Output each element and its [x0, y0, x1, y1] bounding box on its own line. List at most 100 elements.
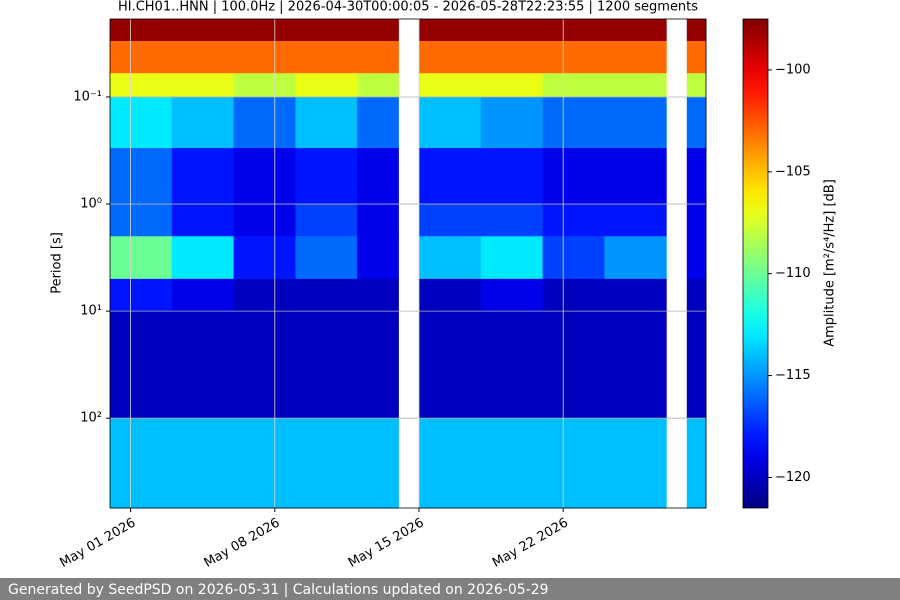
heat-cell: [418, 40, 482, 74]
footer-bar: [0, 578, 900, 600]
colorbar-tick-label: −110: [775, 266, 811, 281]
heat-cell: [171, 418, 235, 509]
heat-cell: [171, 204, 235, 237]
chart-title: HI.CH01..HNN | 100.0Hz | 2026-04-30T00:0…: [118, 0, 698, 15]
heat-cell: [171, 236, 235, 280]
heat-cell: [295, 96, 358, 149]
colorbar: [742, 18, 769, 509]
heat-cell: [542, 236, 605, 280]
heat-cell: [604, 311, 667, 419]
heat-cell: [233, 19, 296, 42]
heat-cell: [542, 148, 605, 205]
heat-cell: [604, 40, 667, 74]
heat-cell: [542, 96, 605, 149]
heat-cell: [357, 204, 399, 237]
heat-cell: [295, 236, 358, 280]
heat-cell: [233, 204, 296, 237]
heat-cell: [357, 236, 399, 280]
heat-cell: [357, 96, 399, 149]
heat-cell: [110, 311, 173, 419]
heat-cell: [110, 236, 173, 280]
heat-cell: [686, 278, 707, 312]
heat-cell: [686, 96, 707, 149]
heat-cell: [110, 96, 173, 149]
heat-cell: [295, 204, 358, 237]
heat-cell: [418, 278, 482, 312]
heat-cell: [171, 96, 235, 149]
heat-cell: [110, 148, 173, 205]
y-tick-label: 10⁰: [80, 197, 102, 212]
heat-cell: [357, 418, 399, 509]
heat-cell: [418, 236, 482, 280]
heat-cell: [357, 311, 399, 419]
heat-cell: [295, 40, 358, 74]
heat-cell: [686, 311, 707, 419]
footer-text: Generated by SeedPSD on 2026-05-31 | Cal…: [8, 582, 549, 598]
heat-cell: [542, 204, 605, 237]
heat-cell: [110, 40, 173, 74]
heat-cell: [686, 204, 707, 237]
heat-cell: [110, 19, 173, 42]
heat-cell: [604, 73, 667, 98]
heat-cell: [686, 73, 707, 98]
heat-cell: [171, 40, 235, 74]
heat-cell: [233, 236, 296, 280]
heat-cell: [295, 73, 358, 98]
heat-cell: [418, 148, 482, 205]
heat-cell: [604, 236, 667, 280]
y-tick-label: 10⁻¹: [73, 89, 102, 104]
colorbar-tick-label: −105: [775, 164, 811, 179]
colorbar-label: Amplitude [m²/s⁴/Hz] [dB]: [823, 179, 838, 347]
heat-cell: [171, 311, 235, 419]
heat-cell: [480, 40, 544, 74]
heat-cell: [480, 278, 544, 312]
heat-cell: [233, 311, 296, 419]
y-tick-label: 10¹: [80, 304, 102, 319]
heat-cell: [480, 73, 544, 98]
heat-cell: [542, 278, 605, 312]
heat-cell: [110, 204, 173, 237]
heat-cell: [418, 204, 482, 237]
heat-cell: [542, 311, 605, 419]
y-tick-label: 10²: [80, 411, 102, 426]
heat-cell: [295, 19, 358, 42]
heat-cell: [480, 148, 544, 205]
heat-cell: [171, 73, 235, 98]
plot-frame: [109, 18, 707, 509]
heat-cell: [480, 204, 544, 237]
heat-cell: [418, 19, 482, 42]
heat-cell: [357, 19, 399, 42]
heat-cell: [357, 278, 399, 312]
heat-cell: [233, 40, 296, 74]
heat-cell: [110, 418, 173, 509]
heat-cell: [686, 148, 707, 205]
heat-cell: [295, 278, 358, 312]
heat-cell: [171, 19, 235, 42]
heat-cell: [604, 96, 667, 149]
heat-cell: [604, 19, 667, 42]
heat-cell: [295, 418, 358, 509]
heat-cell: [604, 148, 667, 205]
heat-cell: [418, 418, 482, 509]
heat-cell: [686, 40, 707, 74]
colorbar-tick-label: −120: [775, 470, 811, 485]
heat-cell: [480, 96, 544, 149]
x-tick-label: May 22 2026: [490, 516, 571, 571]
x-tick-label: May 15 2026: [346, 516, 427, 571]
heat-cell: [171, 278, 235, 312]
heat-cell: [295, 311, 358, 419]
x-tick-label: May 08 2026: [202, 516, 283, 571]
colorbar-tick-label: −100: [775, 62, 811, 77]
heat-cell: [418, 311, 482, 419]
heat-cell: [604, 278, 667, 312]
heat-cell: [233, 96, 296, 149]
x-tick-label: May 01 2026: [57, 516, 138, 571]
heat-cell: [542, 19, 605, 42]
heat-cell: [542, 418, 605, 509]
heat-cell: [604, 418, 667, 509]
heat-cell: [233, 148, 296, 205]
heat-cell: [542, 40, 605, 74]
heat-cell: [171, 148, 235, 205]
